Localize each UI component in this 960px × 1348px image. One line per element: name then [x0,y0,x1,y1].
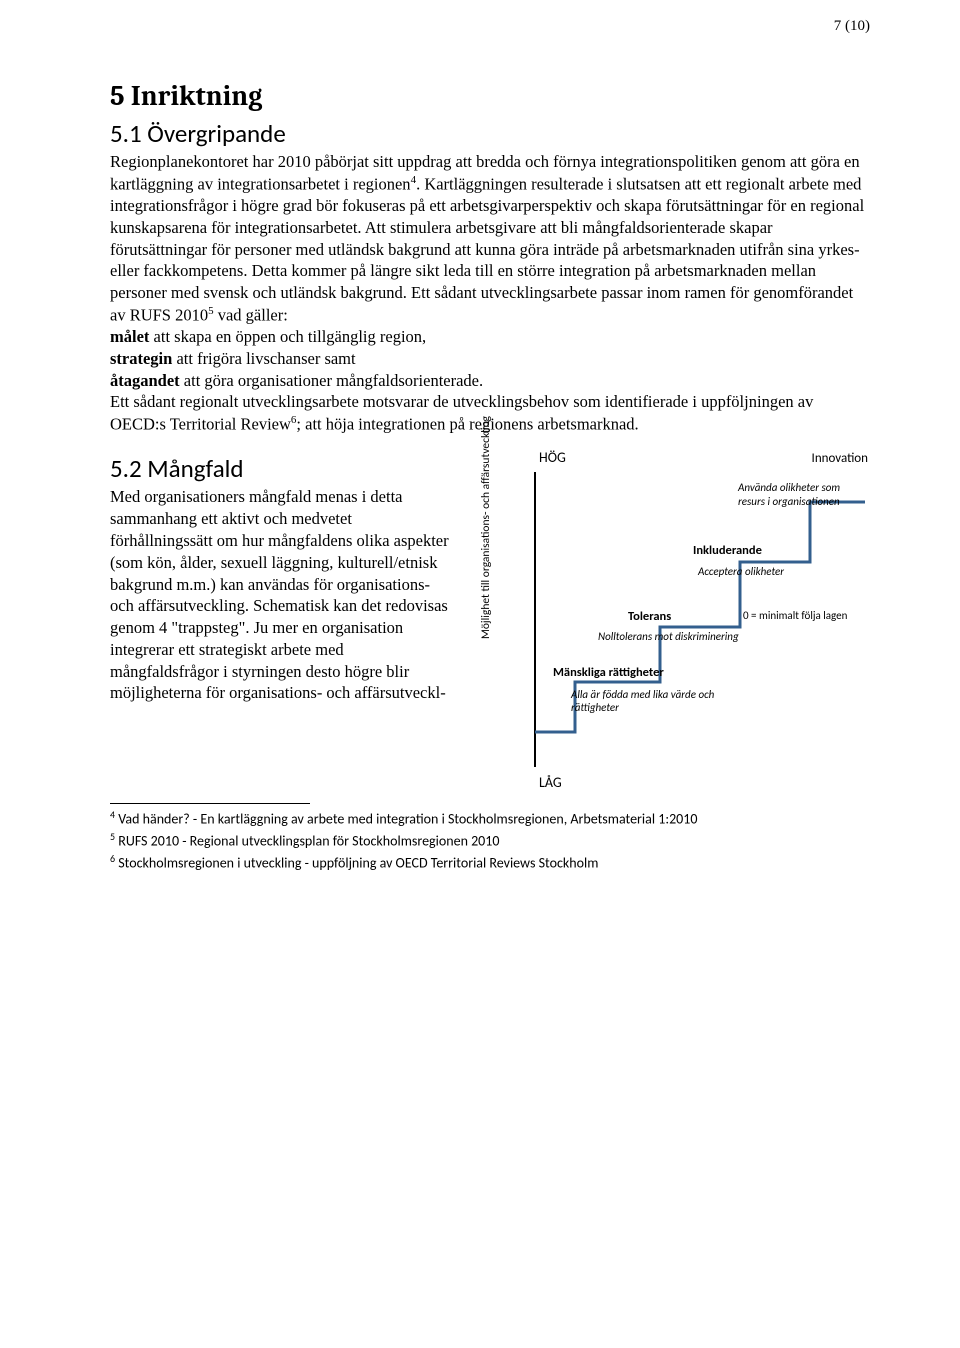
axis-label-lag: LÅG [539,774,562,791]
para2-b: ; att höja integrationen på regionens ar… [296,415,638,434]
axis-label-hog: HÖG [539,449,566,466]
bullet-strategin-bold: strategin [110,349,172,368]
label-alla-fodda: Alla är födda med lika värde och rättigh… [571,689,756,714]
label-minimalt: 0 = minimalt följa lagen [743,609,868,622]
footnote-6: 6 Stockholmsregionen i utveckling - uppf… [110,852,870,874]
footnote-6-text: Stockholmsregionen i utveckling - uppföl… [115,854,598,871]
label-step4-right: Använda olikheter som resurs i organisat… [738,481,868,507]
heading-inriktning: 5 Inriktning [110,80,870,112]
left-column: 5.2 Mångfald Med organisationers mångfal… [110,449,455,704]
heading-overgripande: 5.1 Övergripande [110,118,870,149]
paragraph-mangfald: Med organisationers mångfald menas i det… [110,486,455,704]
page: 7 (10) 5 Inriktning 5.1 Övergripande Reg… [0,0,960,1348]
y-axis-label: Möjlighet till organisations- och affärs… [479,417,493,640]
footnote-separator [110,803,310,804]
label-manskliga: Mänskliga rättigheter [553,665,664,680]
bullet-strategin: strategin att frigöra livschanser samt [110,348,870,370]
label-inkluderande: Inkluderande [693,543,762,558]
footnote-4: 4 Vad händer? - En kartläggning av arbet… [110,808,870,830]
page-number: 7 (10) [834,18,870,35]
bullet-strategin-text: att frigöra livschanser samt [172,349,355,368]
label-tolerans: Tolerans [628,609,671,624]
footnote-5-text: RUFS 2010 - Regional utvecklingsplan för… [115,833,499,850]
bullet-malet: målet att skapa en öppen och tillgänglig… [110,326,870,348]
paragraph-main: Regionplanekontoret har 2010 påbörjat si… [110,151,870,326]
label-innovation: Innovation [812,451,868,466]
staircase-chart: HÖG Innovation Möjlighet till organisati… [473,449,868,789]
footnote-5: 5 RUFS 2010 - Regional utvecklingsplan f… [110,830,870,852]
bullet-atagandet-text: att göra organisationer mångfaldsoriente… [180,371,483,390]
bullet-malet-bold: målet [110,327,149,346]
footnotes: 4 Vad händer? - En kartläggning av arbet… [110,808,870,873]
bullet-atagandet: åtagandet att göra organisationer mångfa… [110,370,870,392]
bullet-atagandet-bold: åtagandet [110,371,180,390]
heading-mangfald: 5.2 Mångfald [110,453,455,484]
bullet-malet-text: att skapa en öppen och tillgänglig regio… [149,327,426,346]
right-column-chart: HÖG Innovation Möjlighet till organisati… [473,449,870,789]
label-acceptera: Acceptera olikheter [698,566,784,579]
label-nolltolerans: Nolltolerans mot diskriminering [598,631,768,644]
para1-c: vad gäller: [214,305,288,324]
para1-b: . Kartläggningen resulterade i slutsatse… [110,174,864,324]
footnote-4-text: Vad händer? - En kartläggning av arbete … [115,811,697,828]
